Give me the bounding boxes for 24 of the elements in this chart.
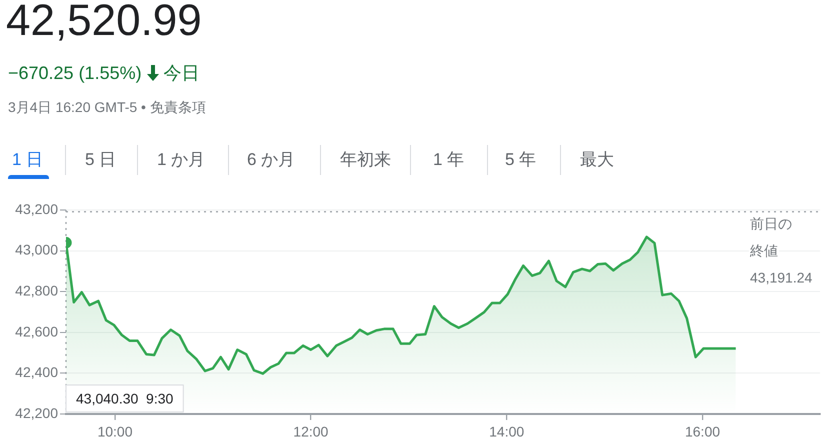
y-tick-label: 43,200 bbox=[15, 200, 58, 217]
text: 今日 bbox=[164, 62, 200, 85]
chart-title: 42,520.99 bbox=[6, 0, 202, 46]
text: 1 か月 bbox=[157, 149, 206, 171]
chart-subtitle: −670.25 (1.55%) bbox=[8, 62, 142, 84]
text: 1 年 bbox=[433, 149, 464, 171]
y-tick-label: 42,600 bbox=[15, 323, 58, 340]
x-tick-label: 10:00 bbox=[97, 423, 133, 440]
x-tick-label: 14:00 bbox=[489, 423, 524, 440]
text: 最大 bbox=[580, 149, 614, 171]
x-tick-label: 16:00 bbox=[684, 423, 720, 440]
annotation: 43,040.30 9:30 bbox=[76, 390, 174, 406]
y-tick-label: 43,000 bbox=[15, 242, 58, 258]
text: 5 日 bbox=[85, 149, 116, 171]
text: 5 年 bbox=[505, 149, 536, 171]
text: 6 か月 bbox=[247, 149, 296, 171]
y-tick-label: 42,200 bbox=[15, 404, 58, 421]
x-tick-label: 12:00 bbox=[293, 423, 329, 440]
y-tick-label: 42,400 bbox=[15, 364, 58, 380]
text: 1 日 bbox=[12, 149, 44, 171]
y-tick-label: 42,800 bbox=[15, 282, 58, 298]
text: 年初来 bbox=[340, 149, 391, 171]
ref-line-label: 前日の終値 43,191.24 bbox=[749, 216, 812, 286]
text: 3月4日 16:20 GMT-5 • 免責条項 bbox=[8, 99, 206, 117]
